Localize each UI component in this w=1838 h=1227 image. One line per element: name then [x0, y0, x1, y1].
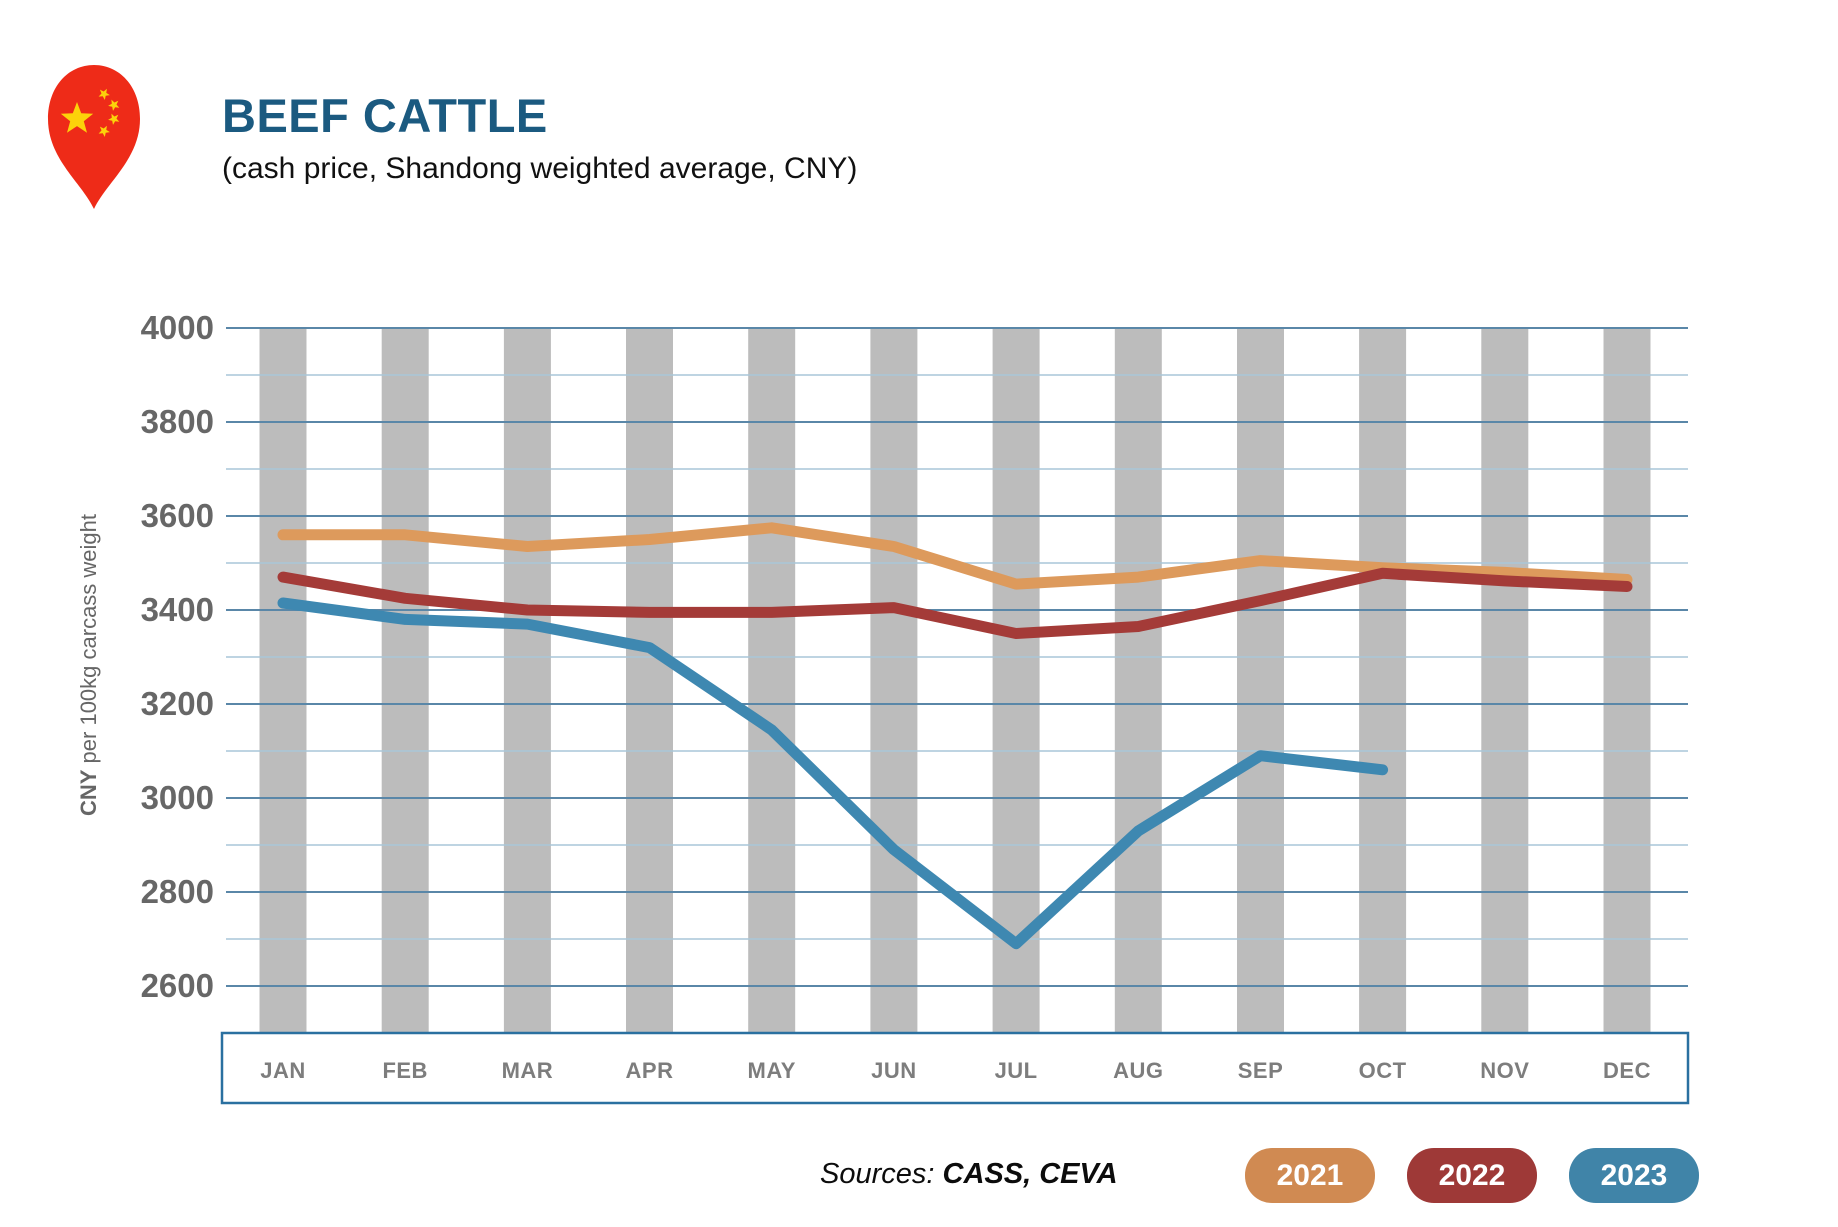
y-axis-title: CNY per 100kg carcass weight — [76, 514, 101, 816]
sources-value: CASS, CEVA — [942, 1158, 1118, 1190]
x-axis-month-box: JAN FEB MAR APR MAY JUN JUL AUG SEP OCT NOV DEC — [220, 1031, 1690, 1105]
month-stripe — [1603, 328, 1651, 1033]
x-axis-label-jun: JUN — [871, 1058, 917, 1083]
month-stripe — [626, 328, 673, 1033]
page-subtitle: (cash price, Shandong weighted average, … — [222, 152, 858, 185]
series-line-2021 — [277, 522, 1633, 590]
legend-pill-2021: 2021 — [1245, 1148, 1375, 1203]
y-tick-label: 3200 — [141, 685, 214, 722]
x-axis-label-aug: AUG — [1113, 1058, 1163, 1083]
legend-pill-2023: 2023 — [1569, 1148, 1699, 1203]
month-stripe — [748, 328, 796, 1033]
month-stripe — [992, 328, 1040, 1033]
month-stripes — [259, 328, 1651, 1033]
sources-caption: Sources: CASS, CEVA — [820, 1158, 1118, 1191]
x-axis-label-nov: NOV — [1480, 1058, 1529, 1083]
x-axis-label-oct: OCT — [1359, 1058, 1407, 1083]
y-axis-tick-labels: 2600 2800 3000 3200 3400 3600 3800 4000 — [141, 309, 214, 1004]
x-axis-label-may: MAY — [748, 1058, 796, 1083]
month-stripe — [259, 328, 307, 1033]
x-axis-label-mar: MAR — [502, 1058, 554, 1083]
y-tick-label: 2800 — [141, 873, 214, 910]
title-block: BEEF CATTLE (cash price, Shandong weight… — [222, 88, 857, 186]
gridlines — [226, 327, 1688, 987]
data-lines — [277, 522, 1633, 950]
month-stripe — [1481, 328, 1529, 1033]
x-axis-label-jul: JUL — [995, 1058, 1038, 1083]
month-stripe — [870, 328, 918, 1033]
x-axis-label-sep: SEP — [1238, 1058, 1284, 1083]
page-title: BEEF CATTLE — [222, 89, 548, 142]
legend: 2021 2022 2023 — [1245, 1148, 1699, 1203]
x-axis-label-apr: APR — [626, 1058, 674, 1083]
month-stripe — [381, 328, 429, 1033]
x-axis-label-dec: DEC — [1603, 1058, 1651, 1083]
sources-label: Sources: — [820, 1158, 935, 1190]
x-axis-label-feb: FEB — [382, 1058, 428, 1083]
series-line-2023 — [277, 597, 1389, 950]
y-tick-label: 3800 — [141, 403, 214, 440]
month-stripe — [1114, 328, 1162, 1033]
y-tick-label: 4000 — [141, 309, 214, 346]
y-axis-title-text: CNY per 100kg carcass weight — [76, 514, 101, 816]
china-flag-stars — [60, 88, 120, 137]
month-axis-box — [220, 1031, 1690, 1105]
month-stripe — [503, 328, 551, 1033]
month-stripe — [1237, 328, 1284, 1033]
legend-pill-2022: 2022 — [1407, 1148, 1537, 1203]
y-tick-label: 3000 — [141, 779, 214, 816]
month-stripe — [1359, 328, 1407, 1033]
series-line-2022 — [277, 567, 1633, 639]
x-axis-label-jan: JAN — [260, 1058, 306, 1083]
y-tick-label: 3600 — [141, 497, 214, 534]
china-map-pin-icon — [48, 65, 140, 209]
y-tick-label: 2600 — [141, 967, 214, 1004]
y-tick-label: 3400 — [141, 591, 214, 628]
